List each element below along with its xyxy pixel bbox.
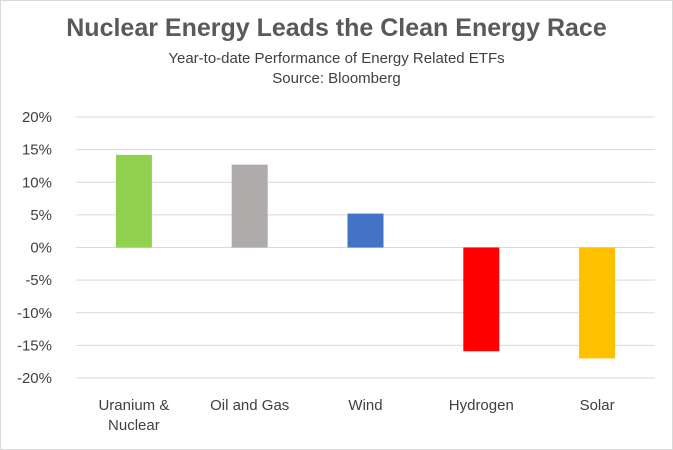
- chart-title: Nuclear Energy Leads the Clean Energy Ra…: [66, 14, 607, 42]
- bar: [579, 247, 616, 359]
- gridlines: [76, 116, 655, 379]
- y-tick-label: -10%: [17, 305, 52, 322]
- bar: [231, 164, 268, 248]
- bars: [115, 154, 616, 359]
- bar: [115, 154, 152, 248]
- y-axis-labels: 20% 15% 10% 5% 0% -5% -10% -15% -20%: [17, 109, 52, 387]
- y-tick-label: -5%: [25, 272, 52, 289]
- y-tick-label: 10%: [22, 174, 52, 191]
- bar: [347, 213, 384, 248]
- x-tick-label: Uranium &: [98, 397, 169, 414]
- y-tick-label: 20%: [22, 109, 52, 126]
- chart-subtitle: Year-to-date Performance of Energy Relat…: [168, 50, 505, 67]
- chart-source: Source: Bloomberg: [272, 70, 401, 87]
- y-tick-label: 5%: [30, 207, 52, 224]
- y-tick-label: 0%: [30, 240, 52, 257]
- x-tick-label: Oil and Gas: [210, 397, 289, 414]
- bar: [463, 247, 500, 352]
- y-tick-label: -20%: [17, 370, 52, 387]
- y-tick-label: 15%: [22, 142, 52, 159]
- x-tick-label: Wind: [348, 397, 382, 414]
- x-tick-label: Nuclear: [108, 417, 160, 434]
- y-tick-label: -15%: [17, 337, 52, 354]
- x-tick-label: Hydrogen: [449, 397, 514, 414]
- x-tick-label: Solar: [580, 397, 615, 414]
- x-axis-labels: Uranium & Nuclear Oil and Gas Wind Hydrogen S…: [98, 397, 614, 434]
